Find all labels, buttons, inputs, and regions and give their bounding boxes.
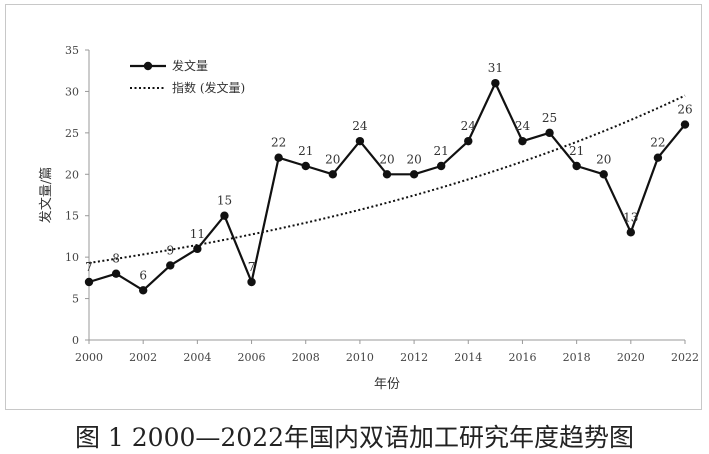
data-point <box>626 228 636 237</box>
trend-line-group <box>88 94 686 264</box>
data-label: 24 <box>461 119 477 133</box>
data-label: 11 <box>190 227 205 241</box>
y-tick-label: 30 <box>65 85 79 98</box>
data-point <box>193 244 202 254</box>
series-line <box>88 82 686 292</box>
figure-caption: 图 1 2000—2022年国内双语加工研究年度趋势图 <box>74 423 635 452</box>
data-point <box>382 170 392 179</box>
legend-label-series: 发文量 <box>172 58 208 73</box>
data-label: 21 <box>298 144 313 158</box>
data-point <box>599 170 608 179</box>
y-tick-label: 5 <box>72 293 79 306</box>
data-point <box>84 277 94 287</box>
data-point <box>436 161 446 171</box>
data-label: 13 <box>623 210 638 224</box>
data-point <box>247 277 256 287</box>
data-point <box>680 120 690 129</box>
data-label: 9 <box>166 243 174 257</box>
data-label: 25 <box>542 111 557 125</box>
data-point <box>545 128 554 138</box>
x-tick-label: 2018 <box>563 351 591 364</box>
data-point <box>274 153 283 162</box>
data-point <box>328 170 338 179</box>
data-point <box>653 153 663 162</box>
y-tick-label: 0 <box>72 334 79 347</box>
data-label: 21 <box>569 144 584 158</box>
data-label: 22 <box>650 136 665 150</box>
legend-marker <box>143 61 153 71</box>
data-labels: 7 8 6 9 11 15 7 22 21 20 24 20 20 21 24 31 24 25 21 20 13 22 2… <box>85 61 692 282</box>
data-label: 20 <box>379 152 394 166</box>
data-point <box>409 170 419 179</box>
data-label: 7 <box>248 260 256 274</box>
x-axis-title: 年份 <box>374 377 400 392</box>
data-point <box>355 136 365 146</box>
data-label: 24 <box>352 119 368 133</box>
x-tick-label: 2004 <box>183 351 211 364</box>
data-point <box>491 78 500 88</box>
data-label: 26 <box>677 103 692 117</box>
data-label: 20 <box>325 152 340 166</box>
data-point <box>220 211 229 220</box>
y-tick-label: 10 <box>65 251 79 264</box>
x-tick-label: 2022 <box>671 351 699 364</box>
legend-label-trend: 指数 (发文量) <box>172 80 245 95</box>
chart-frame <box>5 4 702 410</box>
data-label: 31 <box>488 61 503 75</box>
trend-line <box>88 94 686 264</box>
data-label: 20 <box>406 152 421 166</box>
data-label: 7 <box>85 260 93 274</box>
data-label: 20 <box>596 152 611 166</box>
data-label: 24 <box>515 119 531 133</box>
y-tick-label: 35 <box>65 44 79 57</box>
x-tick-label: 2006 <box>238 351 266 364</box>
x-tick-label: 2014 <box>454 351 482 364</box>
y-tick-label: 20 <box>65 168 79 181</box>
y-tick-label: 25 <box>65 127 79 140</box>
series-group <box>84 78 690 295</box>
y-tick-label: 15 <box>65 210 79 223</box>
x-tick-label: 2020 <box>617 351 645 364</box>
x-tick-label: 2010 <box>346 351 374 364</box>
data-label: 6 <box>139 268 147 282</box>
data-point <box>166 261 175 270</box>
data-point <box>464 136 473 146</box>
y-axis-title: 发文量/篇 <box>38 167 54 223</box>
x-tick-label: 2016 <box>508 351 536 364</box>
data-label: 15 <box>217 194 232 208</box>
data-label: 21 <box>434 144 449 158</box>
data-point <box>518 136 527 146</box>
data-point <box>301 161 310 171</box>
x-tick-label: 2008 <box>292 351 320 364</box>
line-chart: 0 5 10 15 20 25 30 35 2000 2002 2004 2006 2008 2010 20… <box>38 44 699 392</box>
data-label: 22 <box>271 136 286 150</box>
x-tick-label: 2012 <box>400 351 428 364</box>
x-tick-label: 2000 <box>75 351 103 364</box>
data-point <box>572 161 581 171</box>
x-tick-label: 2002 <box>129 351 157 364</box>
data-label: 8 <box>112 252 120 266</box>
axes: 0 5 10 15 20 25 30 35 2000 2002 2004 2006 2008 2010 20… <box>65 44 699 364</box>
data-point <box>138 286 148 295</box>
data-point <box>111 269 121 278</box>
